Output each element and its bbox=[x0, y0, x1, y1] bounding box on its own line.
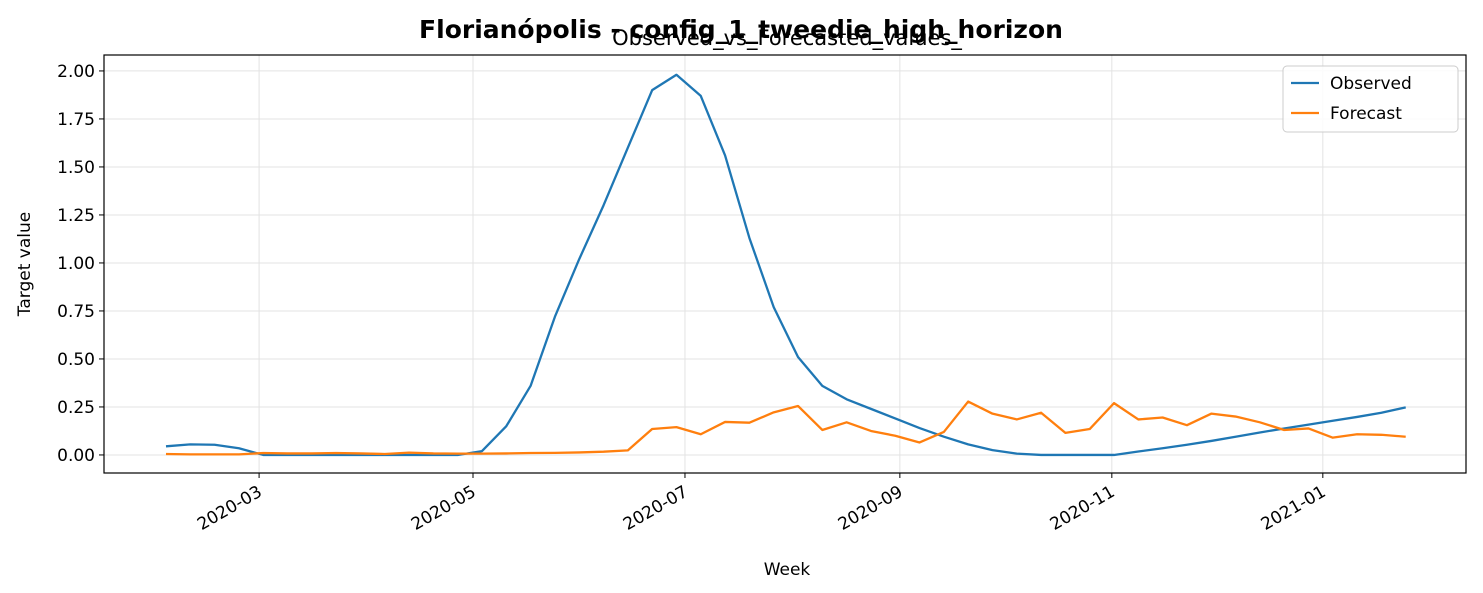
y-tick-label: 0.25 bbox=[57, 398, 95, 418]
y-axis-label: Target value bbox=[15, 212, 35, 317]
y-tick-label: 1.50 bbox=[57, 158, 95, 178]
chart-title: Florianópolis - config_1_tweedie_high_ho… bbox=[419, 15, 1063, 44]
line-series bbox=[165, 400, 1406, 456]
y-tick-label: 1.25 bbox=[57, 206, 95, 226]
legend-label: Forecast bbox=[1330, 104, 1402, 124]
y-tick-label: 0.75 bbox=[57, 302, 95, 322]
x-axis-label: Week bbox=[764, 560, 811, 580]
y-tick-label: 0.50 bbox=[57, 350, 95, 370]
y-tick-label: 0.00 bbox=[57, 446, 95, 466]
legend-box bbox=[1282, 65, 1459, 133]
y-tick-label: 2.00 bbox=[57, 62, 95, 82]
line-series bbox=[165, 73, 1406, 457]
y-tick-label: 1.75 bbox=[57, 110, 95, 130]
legend-label: Observed bbox=[1330, 74, 1412, 94]
y-tick-label: 1.00 bbox=[57, 254, 95, 274]
plot-frame bbox=[103, 54, 1467, 474]
chart-subtitle: Observed_vs_Forecasted_values_ bbox=[612, 26, 962, 51]
